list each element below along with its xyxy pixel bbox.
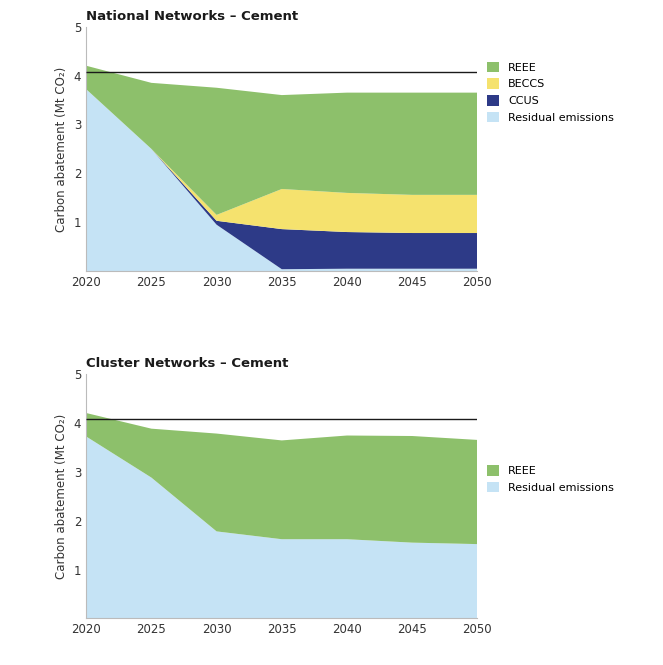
Legend: REEE, BECCS, CCUS, Residual emissions: REEE, BECCS, CCUS, Residual emissions bbox=[487, 61, 614, 122]
Y-axis label: Carbon abatement (Mt CO₂): Carbon abatement (Mt CO₂) bbox=[55, 66, 68, 231]
Text: Cluster Networks – Cement: Cluster Networks – Cement bbox=[86, 357, 288, 370]
Legend: REEE, Residual emissions: REEE, Residual emissions bbox=[487, 465, 614, 493]
Text: National Networks – Cement: National Networks – Cement bbox=[86, 10, 298, 23]
Y-axis label: Carbon abatement (Mt CO₂): Carbon abatement (Mt CO₂) bbox=[55, 414, 68, 579]
